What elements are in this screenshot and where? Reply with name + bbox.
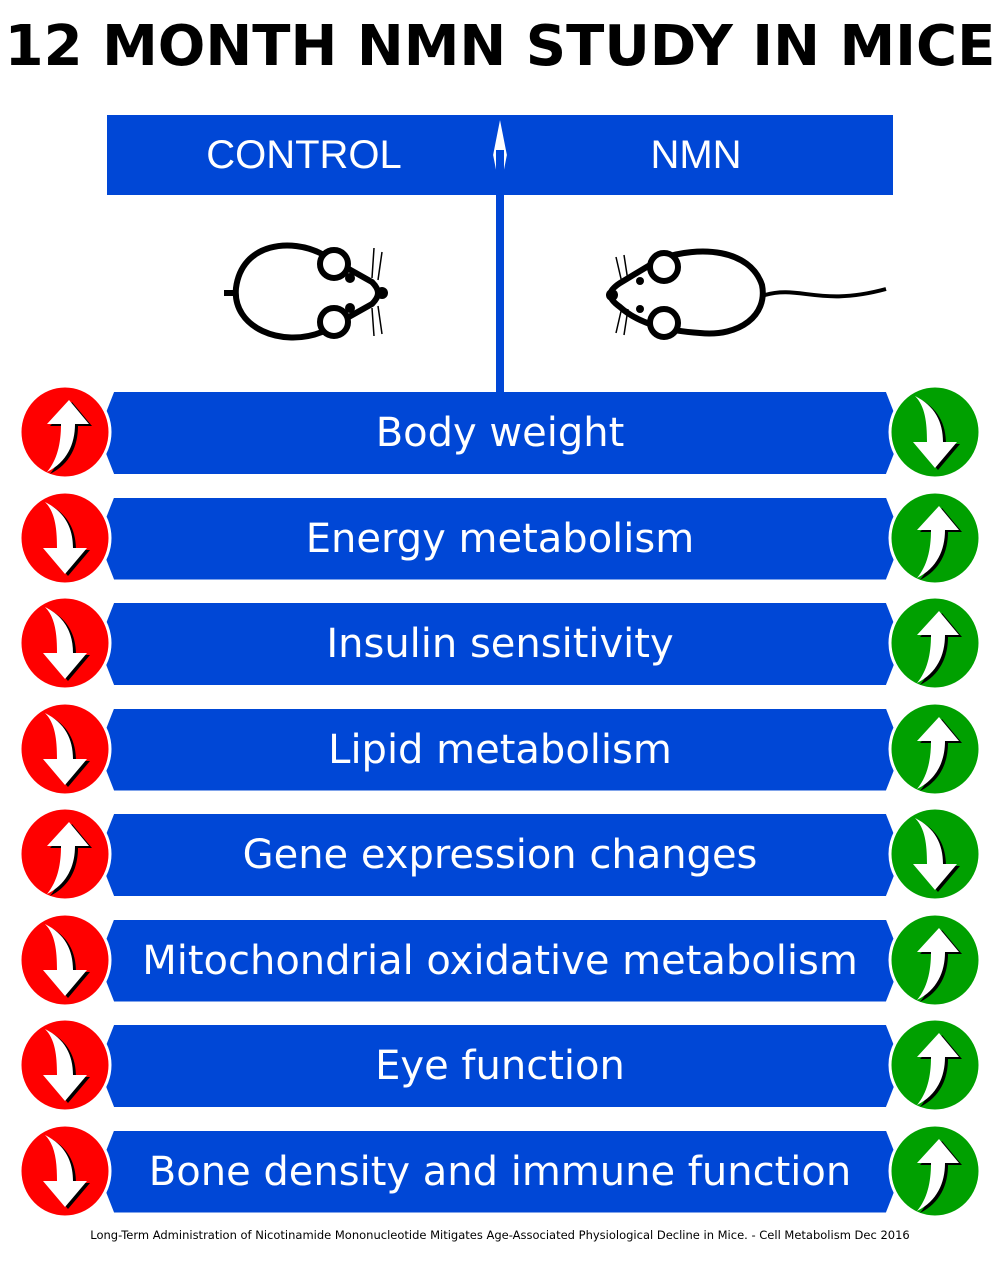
control-arrow-up-icon bbox=[17, 806, 113, 902]
control-arrow-down-icon bbox=[17, 490, 113, 586]
row-body-weight: Body weight bbox=[0, 384, 1000, 480]
nmn-arrow-up-icon bbox=[887, 1017, 983, 1113]
row-label: Energy metabolism bbox=[98, 497, 902, 580]
control-arrow-down-icon bbox=[17, 595, 113, 691]
page-title: 12 MONTH NMN STUDY IN MICE bbox=[4, 14, 996, 79]
row-label: Insulin sensitivity bbox=[98, 603, 902, 685]
nmn-arrow-up-icon bbox=[887, 595, 983, 691]
row-label: Eye function bbox=[98, 1025, 902, 1107]
control-arrow-down-icon bbox=[17, 912, 113, 1008]
row-eye-function: Eye function bbox=[0, 1017, 1000, 1113]
control-arrow-down-icon bbox=[17, 1017, 113, 1113]
row-energy-metabolism: Energy metabolism bbox=[0, 490, 1000, 585]
nmn-arrow-down-icon bbox=[887, 384, 983, 480]
control-arrow-down-icon bbox=[17, 701, 113, 797]
row-label: Gene expression changes bbox=[98, 814, 902, 896]
citation: Long-Term Administration of Nicotinamide… bbox=[90, 1228, 910, 1242]
row-label: Mitochondrial oxidative metabolism bbox=[98, 919, 902, 1002]
row-bone-density-and-immune-function: Bone density and immune function bbox=[0, 1123, 1000, 1218]
control-header: CONTROL bbox=[107, 115, 501, 195]
row-label: Lipid metabolism bbox=[98, 708, 902, 791]
row-insulin-sensitivity: Insulin sensitivity bbox=[0, 595, 1000, 691]
row-label: Body weight bbox=[98, 392, 902, 474]
nmn-arrow-up-icon bbox=[887, 490, 983, 586]
nmn-header: NMN bbox=[499, 115, 893, 195]
row-mitochondrial-oxidative-metabolism: Mitochondrial oxidative metabolism bbox=[0, 912, 1000, 1007]
nmn-arrow-up-icon bbox=[887, 1123, 983, 1219]
control-arrow-down-icon bbox=[17, 1123, 113, 1219]
nmn-arrow-down-icon bbox=[887, 806, 983, 902]
nmn-arrow-up-icon bbox=[887, 701, 983, 797]
slim-mouse-icon bbox=[606, 248, 887, 340]
row-label: Bone density and immune function bbox=[98, 1130, 902, 1213]
row-lipid-metabolism: Lipid metabolism bbox=[0, 701, 1000, 796]
divider-line bbox=[496, 150, 504, 394]
nmn-arrow-up-icon bbox=[887, 912, 983, 1008]
fat-mouse-icon bbox=[224, 242, 388, 341]
row-gene-expression-changes: Gene expression changes bbox=[0, 806, 1000, 902]
control-arrow-up-icon bbox=[17, 384, 113, 480]
